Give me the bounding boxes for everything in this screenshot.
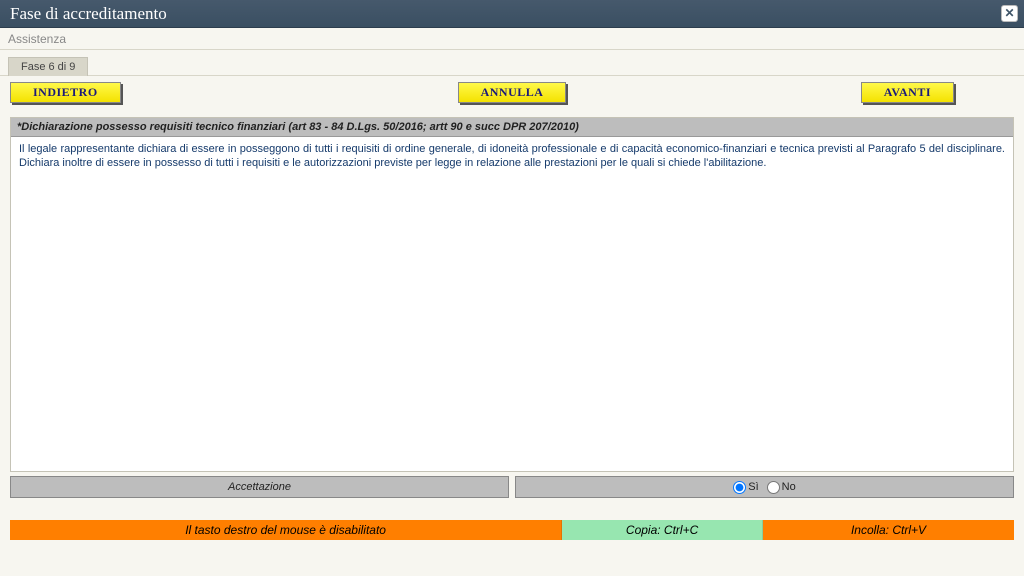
window-title: Fase di accreditamento [10, 4, 1001, 24]
acceptance-row: Accettazione Sì No [10, 476, 1014, 498]
tab-bar: Fase 6 di 9 [0, 56, 1024, 76]
tab-phase[interactable]: Fase 6 di 9 [8, 57, 88, 76]
status-mouse-disabled: Il tasto destro del mouse è disabilitato [10, 520, 562, 540]
status-bar: Il tasto destro del mouse è disabilitato… [10, 520, 1014, 540]
radio-yes-input[interactable] [733, 481, 746, 494]
declaration-header: *Dichiarazione possesso requisiti tecnic… [11, 118, 1013, 137]
declaration-panel: *Dichiarazione possesso requisiti tecnic… [10, 117, 1014, 472]
next-button[interactable]: AVANTI [861, 82, 954, 103]
radio-no-input[interactable] [767, 481, 780, 494]
status-paste: Incolla: Ctrl+V [763, 520, 1014, 540]
radio-yes-label: Sì [748, 481, 758, 493]
nav-buttons: INDIETRO ANNULLA AVANTI [0, 76, 1024, 113]
status-copy: Copia: Ctrl+C [562, 520, 763, 540]
cancel-button[interactable]: ANNULLA [458, 82, 567, 103]
radio-no-label: No [782, 481, 796, 493]
declaration-body: Il legale rappresentante dichiara di ess… [11, 137, 1013, 471]
close-icon[interactable]: ✕ [1001, 5, 1018, 22]
menu-assistance[interactable]: Assistenza [8, 32, 66, 46]
back-button[interactable]: INDIETRO [10, 82, 121, 103]
title-bar: Fase di accreditamento ✕ [0, 0, 1024, 28]
radio-yes[interactable]: Sì [733, 481, 758, 494]
acceptance-label: Accettazione [10, 476, 509, 498]
radio-no[interactable]: No [767, 481, 796, 494]
menu-bar: Assistenza [0, 28, 1024, 50]
acceptance-radios: Sì No [515, 476, 1014, 498]
